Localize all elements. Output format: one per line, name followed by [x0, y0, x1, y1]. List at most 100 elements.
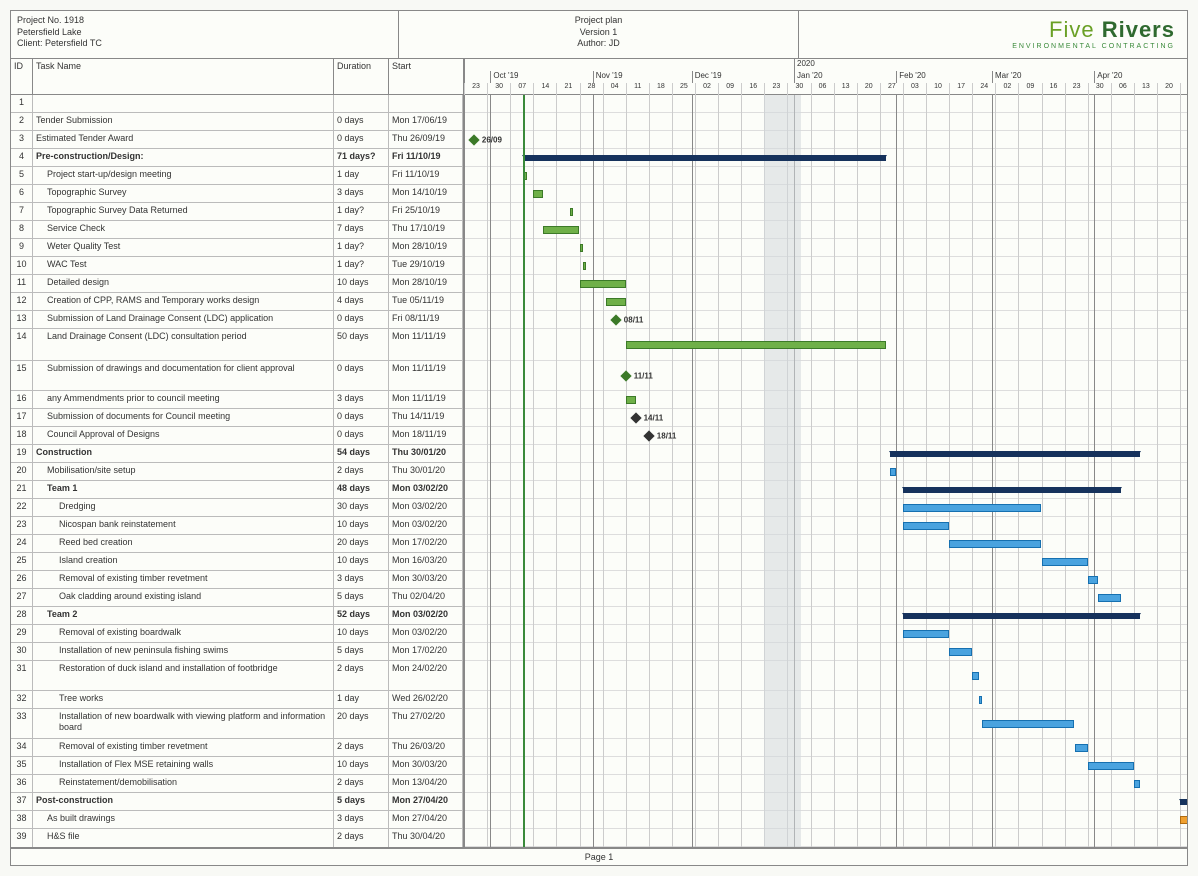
task-name: Submission of drawings and documentation…: [33, 361, 334, 390]
task-name: Council Approval of Designs: [33, 427, 334, 444]
summary-bar: [903, 487, 1121, 493]
gantt-row: 14/11: [464, 409, 1187, 427]
gantt-row: [464, 607, 1187, 625]
milestone-label: 14/11: [644, 413, 664, 422]
timeline-week: 13: [1134, 83, 1157, 95]
col-header-duration: Duration: [334, 59, 389, 94]
table-row: 17Submission of documents for Council me…: [11, 409, 463, 427]
task-name: Post-construction: [33, 793, 334, 810]
gantt-row: 26/09: [464, 131, 1187, 149]
gantt-row: [464, 709, 1187, 739]
table-row: 37Post-construction5 daysMon 27/04/20: [11, 793, 463, 811]
table-row: 24Reed bed creation20 daysMon 17/02/20: [11, 535, 463, 553]
timeline-week: 06: [1111, 83, 1134, 95]
table-row: 28Team 252 daysMon 03/02/20: [11, 607, 463, 625]
task-bar: [606, 298, 626, 306]
gantt-row: [464, 275, 1187, 293]
table-row: 16any Ammendments prior to council meeti…: [11, 391, 463, 409]
gantt-row: [464, 643, 1187, 661]
table-row: 25Island creation10 daysMon 16/03/20: [11, 553, 463, 571]
milestone-marker: [620, 370, 631, 381]
milestone-marker: [630, 412, 641, 423]
task-name: Project start-up/design meeting: [33, 167, 334, 184]
task-name: As built drawings: [33, 811, 334, 828]
brand-logo: Five Rivers: [811, 17, 1175, 43]
timeline-month: Dec '19: [692, 71, 772, 83]
task-name: any Ammendments prior to council meeting: [33, 391, 334, 408]
gantt-row: [464, 257, 1187, 275]
task-name: Installation of Flex MSE retaining walls: [33, 757, 334, 774]
timeline-week: 13: [834, 83, 857, 95]
task-name: Island creation: [33, 553, 334, 570]
task-name: Removal of existing timber revetment: [33, 739, 334, 756]
task-name: Installation of new boardwalk with viewi…: [33, 709, 334, 738]
task-name: Team 2: [33, 607, 334, 624]
task-bar: [1134, 780, 1141, 788]
task-bar: [1180, 816, 1187, 824]
task-name: [33, 95, 334, 112]
task-bar: [1088, 576, 1098, 584]
gantt-row: [464, 811, 1187, 829]
task-name: Nicospan bank reinstatement: [33, 517, 334, 534]
summary-bar: [523, 155, 886, 161]
timeline-month: Feb '20: [896, 71, 976, 83]
timeline-week: 20: [1157, 83, 1180, 95]
timeline-week: 30: [1088, 83, 1111, 95]
task-bar: [1042, 558, 1088, 566]
gantt-row: [464, 329, 1187, 361]
table-row: 14Land Drainage Consent (LDC) consultati…: [11, 329, 463, 361]
milestone-marker: [468, 134, 479, 145]
timeline-week: 14: [533, 83, 556, 95]
task-name: WAC Test: [33, 257, 334, 274]
gantt-row: [464, 793, 1187, 811]
task-name: Topographic Survey: [33, 185, 334, 202]
timeline-week: 16: [741, 83, 764, 95]
task-name: Pre-construction/Design:: [33, 149, 334, 166]
gantt-row: [464, 571, 1187, 589]
gantt-row: [464, 775, 1187, 793]
task-bar: [972, 672, 979, 680]
timeline-week: 16: [1042, 83, 1065, 95]
gantt-row: [464, 553, 1187, 571]
gantt-row: [464, 625, 1187, 643]
gantt-row: [464, 757, 1187, 775]
gantt-row: 08/11: [464, 311, 1187, 329]
timeline-week: 23: [464, 83, 487, 95]
milestone-label: 26/09: [482, 135, 502, 144]
timeline-week: 23: [1065, 83, 1088, 95]
table-row: 1: [11, 95, 463, 113]
timeline-week: 09: [1018, 83, 1041, 95]
table-row: 10WAC Test1 day?Tue 29/10/19: [11, 257, 463, 275]
gantt-row: [464, 829, 1187, 847]
timeline-week: 23: [764, 83, 787, 95]
summary-bar: [903, 613, 1141, 619]
gantt-row: [464, 239, 1187, 257]
task-bar: [543, 226, 579, 234]
table-row: 34Removal of existing timber revetment2 …: [11, 739, 463, 757]
table-row: 18Council Approval of Designs0 daysMon 1…: [11, 427, 463, 445]
table-row: 23Nicospan bank reinstatement10 daysMon …: [11, 517, 463, 535]
gantt-row: [464, 589, 1187, 607]
task-name: Tree works: [33, 691, 334, 708]
gantt-row: 18/11: [464, 427, 1187, 445]
summary-bar: [1180, 799, 1187, 805]
task-name: H&S file: [33, 829, 334, 847]
table-row: 8Service Check7 daysThu 17/10/19: [11, 221, 463, 239]
task-bar: [949, 648, 972, 656]
timeline-month: Jan '20: [794, 71, 874, 83]
table-row: 12Creation of CPP, RAMS and Temporary wo…: [11, 293, 463, 311]
task-bar: [982, 720, 1074, 728]
summary-bar: [890, 451, 1141, 457]
task-name: Mobilisation/site setup: [33, 463, 334, 480]
timeline-week: 09: [718, 83, 741, 95]
timeline-week: 02: [695, 83, 718, 95]
timeline-month: Nov '19: [593, 71, 673, 83]
table-row: 22Dredging30 daysMon 03/02/20: [11, 499, 463, 517]
gantt-body: 26/0908/1111/1114/1118/11: [464, 95, 1187, 847]
timeline-week: 02: [995, 83, 1018, 95]
timeline-month: Oct '19: [490, 71, 570, 83]
task-name: Oak cladding around existing island: [33, 589, 334, 606]
table-row: 19Construction54 daysThu 30/01/20: [11, 445, 463, 463]
timeline-header: 2020Oct '19Nov '19Dec '19Jan '20Feb '20M…: [464, 59, 1187, 95]
milestone-marker: [610, 314, 621, 325]
